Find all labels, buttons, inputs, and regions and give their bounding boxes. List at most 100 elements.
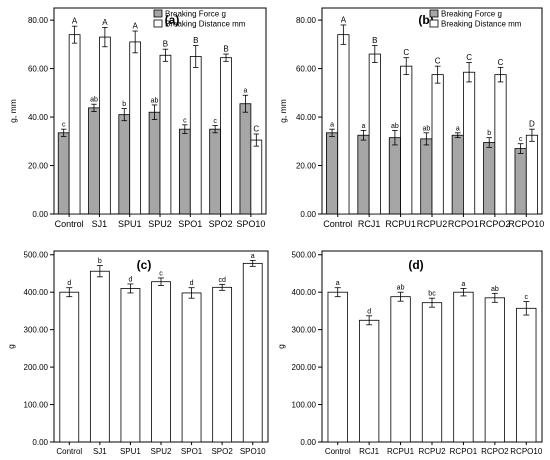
bar [516, 307, 537, 443]
bar [463, 71, 476, 215]
significance-letter: c [525, 294, 529, 301]
significance-letter: bc [428, 291, 436, 298]
bar [494, 74, 507, 215]
panel-label: (c) [137, 258, 152, 272]
significance-letter: d [190, 280, 194, 287]
bar [57, 132, 70, 215]
bar [400, 65, 413, 215]
chart-panel-c: 0.00 100.00 200.00 300.00 400.00 500.00 g (c) Co… [4, 245, 274, 458]
significance-letter: a [336, 280, 340, 287]
y-tick-label: 300.00 [292, 326, 317, 335]
x-tick-label: SPO1 [178, 219, 202, 229]
y-tick-label: 400.00 [24, 288, 49, 297]
x-tick-label: RCPU1 [385, 219, 416, 229]
significance-letter: C [403, 48, 409, 57]
bar [181, 292, 202, 443]
x-tick-label: SPU1 [118, 219, 142, 229]
bar [368, 53, 381, 215]
significance-letter: B [163, 40, 168, 49]
x-tick-label: RCPU2 [418, 447, 446, 456]
significance-letter: a [243, 88, 247, 95]
bar [514, 148, 527, 215]
x-tick-label: Control [323, 219, 352, 229]
y-tick-label: 200.00 [24, 363, 49, 372]
significance-letter: a [456, 125, 460, 132]
bar [337, 34, 350, 215]
significance-letter: B [372, 36, 377, 45]
x-tick-label: RCPO1 [450, 447, 478, 456]
bar [220, 57, 232, 215]
y-tick-label: 20.00 [28, 162, 49, 171]
significance-letter: c [62, 122, 66, 129]
y-axis-label: g, mm [278, 99, 288, 123]
significance-letter: ab [422, 125, 430, 132]
legend-swatch [153, 9, 163, 18]
x-tick-label: RCPO10 [508, 219, 544, 229]
significance-letter: ab [90, 97, 98, 104]
y-tick-label: 400.00 [292, 288, 317, 297]
x-tick-label: RCPO1 [448, 219, 479, 229]
bar [453, 291, 474, 443]
significance-letter: c [159, 270, 163, 277]
x-tick-label: SPO10 [240, 447, 266, 456]
significance-letter: d [128, 276, 132, 283]
significance-letter: a [330, 122, 334, 129]
bar [239, 103, 252, 215]
x-tick-label: SPO2 [209, 219, 233, 229]
x-tick-label: Control [55, 219, 84, 229]
significance-letter: B [193, 36, 198, 45]
x-tick-label: SPO1 [181, 447, 203, 456]
bar [189, 56, 202, 215]
chart-svg: 0.00 100.00 200.00 300.00 400.00 500.00 g (d) Co… [276, 250, 543, 456]
x-tick-label: Control [56, 447, 82, 456]
x-tick-label: RCPO2 [481, 447, 509, 456]
x-tick-label: RCPU1 [387, 447, 415, 456]
bar [118, 114, 131, 215]
significance-letter: C [253, 125, 259, 134]
bar [431, 74, 444, 215]
panel-label: (d) [408, 258, 423, 272]
x-tick-label: RCPO10 [510, 447, 543, 456]
legend-swatch [153, 19, 163, 28]
chart-svg: 0.00 20.00 40.00 60.00 80.00 g, mm (a) Control c… [8, 7, 267, 229]
significance-letter: A [341, 15, 347, 24]
bar [120, 288, 141, 443]
significance-letter: b [98, 258, 102, 265]
chart-svg: 0.00 100.00 200.00 300.00 400.00 500.00 g (c) Co… [6, 250, 269, 456]
x-tick-label: SPU2 [148, 219, 172, 229]
y-tick-label: 20.00 [296, 162, 317, 171]
significance-letter: b [487, 130, 491, 137]
significance-letter: a [461, 281, 465, 288]
panel-label: (a) [165, 13, 180, 27]
bar [178, 128, 191, 215]
legend-swatch [429, 9, 439, 18]
bar [89, 270, 110, 443]
y-axis-label: g, mm [8, 99, 18, 123]
y-tick-label: 0.00 [32, 210, 48, 219]
bar [451, 134, 464, 215]
y-tick-label: 60.00 [296, 65, 317, 74]
x-tick-label: Control [325, 447, 351, 456]
bar [388, 137, 401, 215]
y-tick-label: 200.00 [292, 363, 317, 372]
x-tick-label: RCJ1 [359, 447, 380, 456]
significance-letter: A [72, 17, 78, 26]
significance-letter: A [102, 18, 108, 27]
bar [59, 291, 80, 443]
x-tick-label: SPU2 [151, 447, 172, 456]
bar [99, 36, 111, 215]
chart-panel-b: 0.00 20.00 40.00 60.00 80.00 g, mm (b) Control a… [276, 2, 548, 232]
x-tick-label: RCPO2 [479, 219, 510, 229]
significance-letter: C [498, 58, 504, 67]
y-tick-label: 40.00 [296, 113, 317, 122]
bar [212, 286, 233, 443]
bar [390, 296, 411, 443]
significance-letter: a [251, 253, 255, 260]
bar [148, 111, 161, 215]
bar [420, 138, 433, 215]
bar [250, 139, 263, 215]
bar [359, 319, 380, 443]
significance-letter: B [223, 45, 228, 54]
x-tick-label: RCJ1 [358, 219, 381, 229]
